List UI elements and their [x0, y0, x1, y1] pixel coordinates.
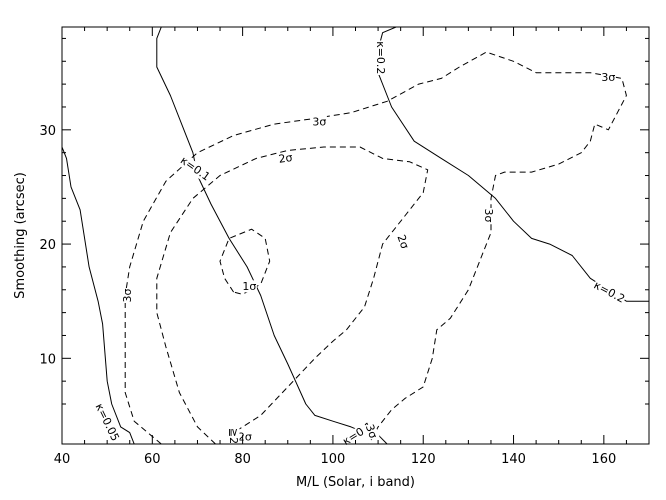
x-tick-label: 60	[144, 452, 161, 467]
contour-label-background	[241, 280, 257, 293]
contour-label-group: 3σ	[363, 422, 380, 441]
contour-label-group: κ=0.2	[591, 278, 628, 306]
contour-label: 3σ	[121, 288, 134, 302]
contour-line-sigma-4	[156, 146, 429, 444]
contour-label: 3σ	[601, 71, 615, 84]
x-tick-label: 140	[501, 452, 526, 467]
x-tick-label: 80	[234, 452, 251, 467]
contour-label-group: 3σ	[311, 115, 327, 128]
contour-label-group: 3σ	[600, 71, 616, 84]
contour-label-group: 1σ	[241, 280, 257, 293]
contour-line-sigma-5	[124, 51, 627, 444]
contour-label-background	[394, 232, 412, 251]
contour-label-background	[482, 208, 495, 223]
contour-label: κ=0.1	[178, 154, 213, 184]
contour-line-kappa-0	[62, 146, 135, 444]
contour-line-kappa-1	[156, 27, 388, 444]
contour-label-group: κ=0.2	[374, 40, 387, 75]
y-tick-label: 20	[39, 238, 56, 253]
x-tick-label: 40	[54, 452, 71, 467]
y-tick-label: 30	[39, 124, 56, 139]
plot-frame	[61, 26, 650, 445]
contour-label-group: 2σ	[394, 232, 412, 251]
contour-label-background	[363, 422, 380, 441]
contour-label-group: ≧2	[227, 428, 240, 444]
contour-label: 1σ	[242, 280, 256, 293]
contour-label-background	[92, 401, 122, 444]
contour-label: κ=0.2	[592, 279, 627, 306]
axis-ticks: 40 60 80 100 120 140 160 10 20 30	[39, 27, 650, 467]
contour-label: κ=0.05	[93, 401, 122, 443]
contour-layer	[62, 27, 649, 444]
contour-label: 3σ	[312, 115, 326, 128]
contour-label-background	[311, 115, 327, 128]
contour-label-background	[600, 71, 616, 84]
contour-label: 3σ	[482, 209, 495, 223]
contour-label-group: 2σ	[237, 431, 253, 444]
contour-label: 2σ	[278, 151, 294, 166]
contour-label-background	[177, 153, 213, 184]
contour-label-background	[121, 288, 134, 303]
contour-label-group: κ=0.1	[177, 153, 213, 184]
contour-label: κ=0.2	[374, 41, 387, 74]
contour-label-background	[227, 428, 240, 444]
contour-label-background	[237, 431, 253, 444]
contour-label: 2σ	[394, 233, 411, 251]
contour-label-background	[374, 40, 387, 75]
contour-label-group: κ=0.05	[92, 401, 122, 444]
contour-line-sigma-3	[219, 228, 271, 295]
x-axis-label: M/L (Solar, i band)	[296, 475, 415, 490]
x-tick-label: 100	[321, 452, 346, 467]
y-axis-label: Smoothing (arcsec)	[13, 172, 28, 299]
contour-label-background	[591, 278, 628, 306]
contour-label: 2σ	[238, 431, 252, 444]
x-tick-label: 120	[411, 452, 436, 467]
contour-label-group: 3σ	[121, 288, 134, 303]
contour-label-background	[277, 151, 294, 166]
y-tick-label: 10	[39, 352, 56, 367]
x-tick-label: 160	[591, 452, 616, 467]
contour-label: ≧2	[227, 428, 240, 444]
contour-label: 3σ	[363, 423, 380, 441]
contour-label-group: 2σ	[277, 151, 294, 166]
contour-label-group: 3σ	[482, 208, 495, 223]
contour-line-kappa-2	[377, 27, 649, 302]
